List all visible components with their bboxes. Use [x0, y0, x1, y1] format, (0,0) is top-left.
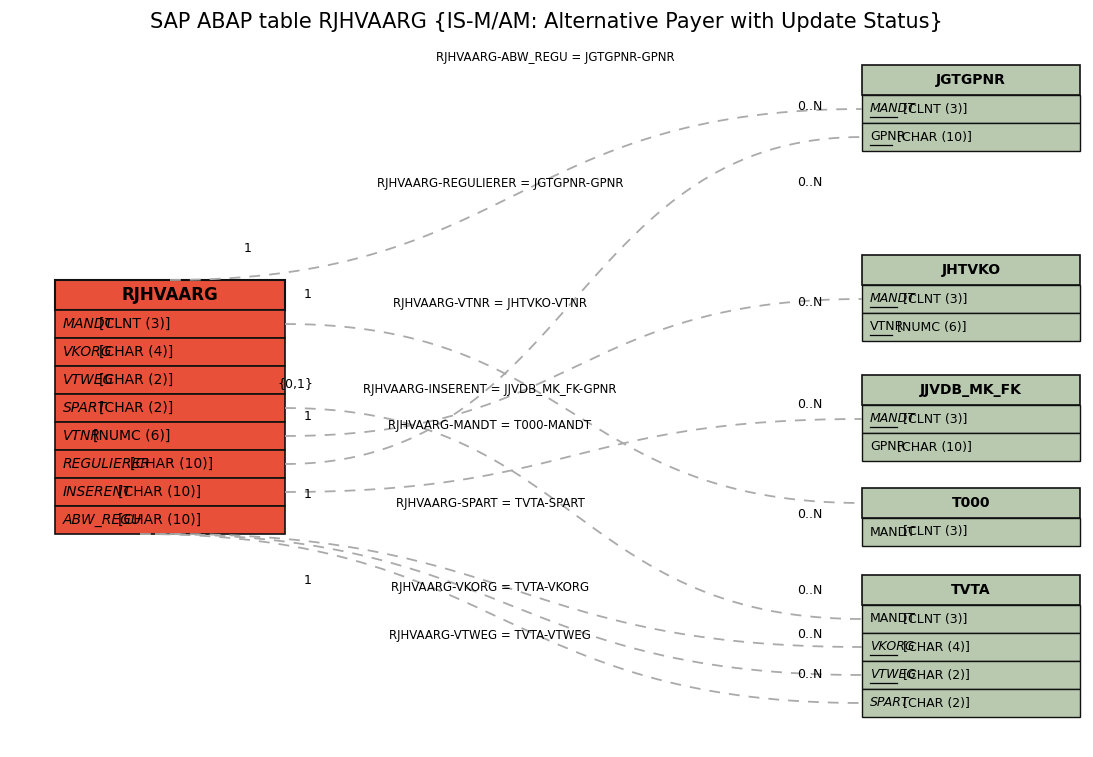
Bar [55, 310, 285, 338]
Text: 1: 1 [244, 241, 252, 254]
Text: JHTVKO: JHTVKO [941, 263, 1000, 277]
Text: [CHAR (2)]: [CHAR (2)] [903, 668, 969, 681]
Bar [862, 285, 1080, 313]
Text: RJHVAARG-REGULIERER = JGTGPNR-GPNR: RJHVAARG-REGULIERER = JGTGPNR-GPNR [377, 176, 623, 189]
Text: RJHVAARG-MANDT = T000-MANDT: RJHVAARG-MANDT = T000-MANDT [388, 419, 591, 431]
Text: RJHVAARG-INSERENT = JJVDB_MK_FK-GPNR: RJHVAARG-INSERENT = JJVDB_MK_FK-GPNR [363, 384, 616, 397]
Bar [862, 65, 1080, 95]
Text: MANDT: MANDT [870, 525, 916, 538]
Bar [55, 478, 285, 506]
Bar [862, 255, 1080, 285]
Text: [CLNT (3)]: [CLNT (3)] [903, 525, 967, 538]
Text: 1: 1 [304, 288, 312, 301]
Text: 0..N: 0..N [797, 584, 823, 597]
Bar [55, 338, 285, 366]
Bar [862, 95, 1080, 123]
Text: [CHAR (10)]: [CHAR (10)] [118, 513, 201, 527]
Text: [CHAR (10)]: [CHAR (10)] [130, 457, 213, 471]
Text: 0..N: 0..N [797, 628, 823, 641]
Text: RJHVAARG-ABW_REGU = JGTGPNR-GPNR: RJHVAARG-ABW_REGU = JGTGPNR-GPNR [436, 51, 674, 64]
Text: [CHAR (2)]: [CHAR (2)] [99, 373, 174, 387]
Text: MANDT: MANDT [63, 317, 114, 331]
Text: 0..N: 0..N [797, 668, 823, 681]
Text: [NUMC (6)]: [NUMC (6)] [897, 320, 967, 334]
Text: 0..N: 0..N [797, 101, 823, 114]
Text: [CLNT (3)]: [CLNT (3)] [903, 102, 967, 116]
Text: 0..N: 0..N [797, 297, 823, 310]
Text: VKORG: VKORG [63, 345, 113, 359]
Bar [55, 280, 285, 310]
Text: [CHAR (10)]: [CHAR (10)] [118, 485, 201, 499]
Text: VKORG: VKORG [870, 640, 915, 653]
Bar [862, 633, 1080, 661]
Text: ABW_REGU: ABW_REGU [63, 513, 142, 527]
Text: JGTGPNR: JGTGPNR [936, 73, 1006, 87]
Text: 0..N: 0..N [797, 398, 823, 412]
Bar [862, 375, 1080, 405]
Text: [CHAR (4)]: [CHAR (4)] [99, 345, 174, 359]
Text: REGULIERER: REGULIERER [63, 457, 151, 471]
Bar [55, 506, 285, 534]
Text: JJVDB_MK_FK: JJVDB_MK_FK [920, 383, 1022, 397]
Bar [862, 405, 1080, 433]
Text: [CHAR (10)]: [CHAR (10)] [897, 130, 972, 144]
Bar [862, 518, 1080, 546]
Text: VTWEG: VTWEG [63, 373, 115, 387]
Text: TVTA: TVTA [951, 583, 991, 597]
Text: INSERENT: INSERENT [63, 485, 132, 499]
Text: GPNR: GPNR [870, 130, 905, 144]
Bar [55, 366, 285, 394]
Text: {0,1}: {0,1} [277, 378, 313, 391]
Text: [CHAR (4)]: [CHAR (4)] [903, 640, 969, 653]
Text: 1: 1 [304, 410, 312, 423]
Text: [CLNT (3)]: [CLNT (3)] [903, 612, 967, 625]
Text: MANDT: MANDT [870, 612, 916, 625]
Text: VTWEG: VTWEG [870, 668, 916, 681]
Bar [55, 394, 285, 422]
Bar [862, 605, 1080, 633]
Text: [CLNT (3)]: [CLNT (3)] [903, 292, 967, 306]
Text: 1: 1 [304, 574, 312, 587]
Text: RJHVAARG-SPART = TVTA-SPART: RJHVAARG-SPART = TVTA-SPART [396, 497, 585, 509]
Text: RJHVAARG: RJHVAARG [121, 286, 219, 304]
Bar [55, 422, 285, 450]
Text: T000: T000 [952, 496, 990, 510]
Bar [862, 661, 1080, 689]
Text: [CLNT (3)]: [CLNT (3)] [903, 413, 967, 425]
Text: 0..N: 0..N [797, 176, 823, 189]
Bar [862, 313, 1080, 341]
Bar [862, 123, 1080, 151]
Text: SPART: SPART [63, 401, 107, 415]
Bar [862, 488, 1080, 518]
Text: [CHAR (2)]: [CHAR (2)] [903, 696, 969, 709]
Bar [862, 433, 1080, 461]
Bar [862, 575, 1080, 605]
Text: VTNR: VTNR [63, 429, 101, 443]
Text: 0..N: 0..N [797, 509, 823, 522]
Bar [862, 689, 1080, 717]
Text: MANDT: MANDT [870, 292, 916, 306]
Text: VTNR: VTNR [870, 320, 904, 334]
Text: [CHAR (10)]: [CHAR (10)] [897, 441, 972, 453]
Text: SAP ABAP table RJHVAARG {IS-M/AM: Alternative Payer with Update Status}: SAP ABAP table RJHVAARG {IS-M/AM: Altern… [150, 12, 943, 32]
Text: MANDT: MANDT [870, 102, 916, 116]
Text: [CLNT (3)]: [CLNT (3)] [99, 317, 171, 331]
Text: [CHAR (2)]: [CHAR (2)] [99, 401, 174, 415]
Text: RJHVAARG-VKORG = TVTA-VKORG: RJHVAARG-VKORG = TVTA-VKORG [391, 581, 589, 593]
Text: RJHVAARG-VTWEG = TVTA-VTWEG: RJHVAARG-VTWEG = TVTA-VTWEG [389, 628, 591, 641]
Text: [NUMC (6)]: [NUMC (6)] [93, 429, 171, 443]
Text: SPART: SPART [870, 696, 909, 709]
Text: MANDT: MANDT [870, 413, 916, 425]
Text: GPNR: GPNR [870, 441, 905, 453]
Bar [55, 450, 285, 478]
Text: RJHVAARG-VTNR = JHTVKO-VTNR: RJHVAARG-VTNR = JHTVKO-VTNR [393, 297, 587, 310]
Text: 1: 1 [304, 488, 312, 501]
